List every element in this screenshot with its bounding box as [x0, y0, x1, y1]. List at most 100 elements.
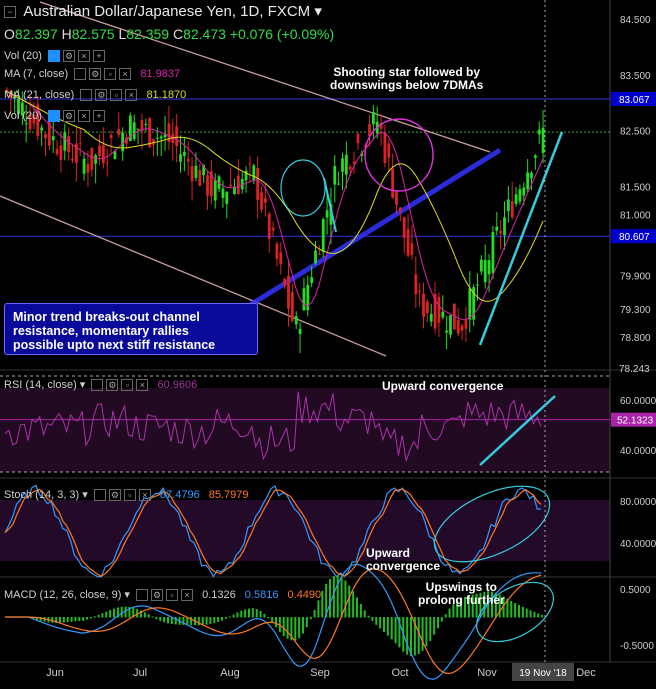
channel-lower-line: [0, 195, 387, 357]
settings-icon[interactable]: ⚙: [108, 489, 121, 502]
lock-icon[interactable]: ▫: [123, 489, 136, 502]
symbol-title[interactable]: Australian Dollar/Japanese Yen, 1D, FXCM: [23, 3, 311, 20]
macd-histogram-bar: [113, 608, 115, 618]
macd-histogram-bar: [475, 593, 478, 618]
macd-histogram-bar: [182, 617, 185, 625]
vol2-indicator-label[interactable]: Vol (20) ⚙ × +: [4, 110, 105, 123]
macd-histogram-bar: [66, 617, 69, 623]
settings-icon[interactable]: ⚙: [62, 50, 75, 63]
cursor-date-bg: [512, 663, 574, 681]
candle-body: [94, 155, 98, 164]
macd-histogram-bar: [506, 598, 509, 618]
candle-body: [441, 311, 445, 318]
settings-icon[interactable]: ⚙: [106, 379, 119, 392]
shooting-star-annotation: Shooting star followed by downswings bel…: [330, 65, 484, 92]
candle-body: [82, 158, 86, 174]
candle-body: [337, 183, 341, 185]
macd-histogram-bar: [282, 617, 285, 637]
macd-histogram-bar: [255, 608, 258, 618]
macd-signal-value: 0.4490: [287, 589, 322, 601]
close-icon[interactable]: ×: [136, 379, 149, 392]
macd-histogram-bar: [197, 617, 200, 626]
candle-body: [163, 133, 167, 138]
lock-icon[interactable]: ▫: [121, 379, 134, 392]
macd-histogram-bar: [494, 592, 497, 618]
candle-body: [248, 163, 252, 165]
collapse-icon[interactable]: −: [4, 6, 16, 19]
macd-histogram-bar: [390, 617, 393, 640]
month-tick-label: Aug: [220, 667, 240, 679]
candle-body: [522, 187, 526, 196]
ma7-indicator-label[interactable]: MA (7, close) ⚙ ▫ × 81.9837: [4, 68, 180, 81]
candle-body: [132, 122, 136, 140]
settings-icon[interactable]: ⚙: [62, 110, 75, 123]
add-icon[interactable]: +: [92, 50, 105, 63]
macd-histogram-bar: [491, 591, 493, 618]
macd-line-value: 0.5816: [244, 589, 279, 601]
candle-body: [194, 165, 198, 178]
macd-histogram-bar: [213, 617, 216, 624]
eye-icon[interactable]: [47, 110, 60, 123]
settings-icon[interactable]: ⚙: [151, 589, 164, 602]
macd-histogram-bar: [371, 617, 374, 621]
macd-histogram-bar: [348, 585, 351, 618]
eye-icon[interactable]: [80, 89, 93, 102]
chevron-down-icon[interactable]: ▾: [314, 3, 322, 20]
candle-body: [121, 132, 125, 152]
ma7-label: MA (7, close): [4, 68, 69, 80]
vol-indicator-label[interactable]: Vol (20) ⚙ × +: [4, 50, 105, 63]
macd-histogram-bar: [32, 617, 34, 619]
macd-indicator-label[interactable]: MACD (12, 26, close, 9) ▾ ⚙ ▫ × 0.1326 0.5…: [4, 589, 322, 602]
macd-histogram-bar: [321, 590, 324, 618]
candle-body: [233, 186, 236, 195]
close-icon[interactable]: ×: [77, 110, 90, 123]
macd-upswing-annotation: Upswings to prolong further: [418, 580, 505, 607]
macd-histogram-bar: [186, 617, 189, 626]
candle-body: [402, 217, 406, 238]
eye-icon[interactable]: [47, 50, 60, 63]
candle-body: [9, 91, 13, 98]
macd-histogram-bar: [163, 617, 166, 623]
macd-histogram-bar: [325, 583, 328, 618]
lock-icon[interactable]: ▫: [110, 89, 123, 102]
candle-body: [414, 274, 418, 295]
lock-icon[interactable]: ▫: [166, 589, 179, 602]
eye-icon[interactable]: [136, 589, 149, 602]
ma21-indicator-label[interactable]: MA (21, close) ⚙ ▫ × 81.1870: [4, 89, 186, 102]
candle-body: [514, 194, 518, 204]
eye-icon[interactable]: [91, 379, 104, 392]
price-tick-label: 79.300: [620, 305, 651, 316]
down-arrow: [323, 177, 337, 233]
close-icon[interactable]: ×: [181, 589, 194, 602]
candle-body: [314, 250, 317, 264]
close-icon[interactable]: ×: [77, 50, 90, 63]
close-icon[interactable]: ×: [119, 68, 132, 81]
settings-icon[interactable]: ⚙: [89, 68, 102, 81]
close-icon[interactable]: ×: [138, 489, 151, 502]
add-icon[interactable]: +: [92, 110, 105, 123]
rsi-value: 60.9606: [157, 379, 198, 391]
candle-body: [202, 165, 206, 176]
candle-body: [32, 114, 36, 124]
settings-icon[interactable]: ⚙: [95, 89, 108, 102]
candle-body: [518, 189, 522, 202]
macd-tick-label: -0.5000: [620, 641, 654, 652]
candle-body: [383, 132, 387, 164]
macd-histogram-bar: [375, 617, 378, 625]
macd-histogram-bar: [205, 617, 208, 625]
macd-histogram-bar: [97, 614, 100, 618]
candle-body: [209, 171, 213, 197]
close-icon[interactable]: ×: [125, 89, 138, 102]
macd-histogram-bar: [236, 612, 239, 618]
macd-histogram-bar: [410, 617, 412, 656]
stoch-indicator-label[interactable]: Stoch (14, 3, 3) ▾ ⚙ ▫ × 87.4796 85.7979: [4, 489, 249, 502]
eye-icon[interactable]: [74, 68, 87, 81]
candle-body: [468, 288, 472, 320]
candle-body: [105, 162, 109, 164]
rsi-indicator-label[interactable]: RSI (14, close) ▾ ⚙ ▫ × 60.9606: [4, 379, 198, 392]
candle-body: [140, 120, 144, 132]
candle-body: [252, 165, 256, 180]
candle-body: [128, 115, 132, 142]
eye-icon[interactable]: [93, 489, 106, 502]
lock-icon[interactable]: ▫: [104, 68, 117, 81]
